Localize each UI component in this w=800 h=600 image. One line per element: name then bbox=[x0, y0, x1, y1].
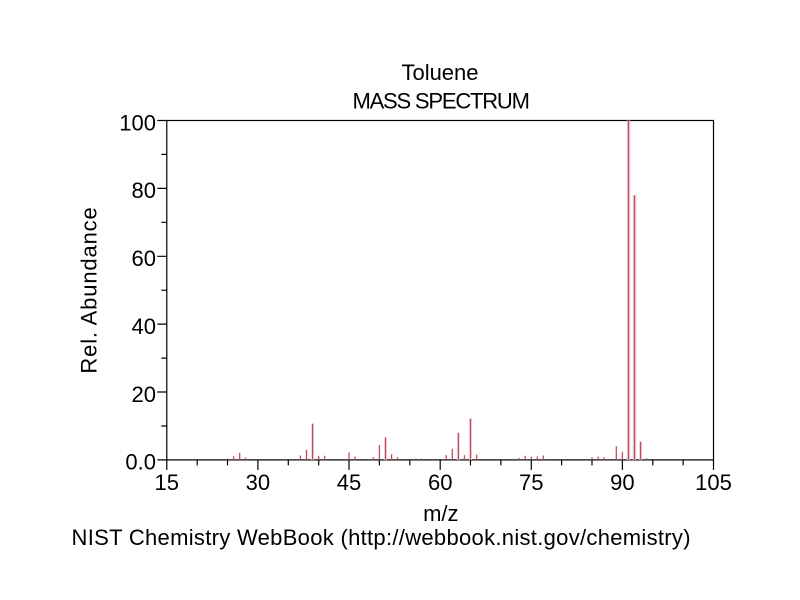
svg-text:60: 60 bbox=[132, 246, 156, 271]
svg-text:60: 60 bbox=[428, 470, 452, 495]
svg-text:90: 90 bbox=[610, 470, 634, 495]
svg-text:80: 80 bbox=[132, 178, 156, 203]
svg-text:15: 15 bbox=[155, 470, 179, 495]
svg-text:Rel. Abundance: Rel. Abundance bbox=[77, 206, 102, 373]
svg-text:75: 75 bbox=[519, 470, 543, 495]
svg-text:Toluene: Toluene bbox=[401, 60, 478, 85]
svg-text:100: 100 bbox=[119, 110, 156, 135]
svg-text:45: 45 bbox=[337, 470, 361, 495]
svg-text:30: 30 bbox=[246, 470, 270, 495]
svg-text:m/z: m/z bbox=[423, 501, 458, 526]
svg-text:40: 40 bbox=[132, 314, 156, 339]
svg-text:MASS SPECTRUM: MASS SPECTRUM bbox=[352, 89, 528, 114]
svg-text:105: 105 bbox=[695, 470, 732, 495]
svg-text:NIST Chemistry WebBook (http:/: NIST Chemistry WebBook (http://webbook.n… bbox=[72, 525, 691, 550]
svg-text:0.0: 0.0 bbox=[125, 450, 156, 475]
svg-text:20: 20 bbox=[132, 382, 156, 407]
